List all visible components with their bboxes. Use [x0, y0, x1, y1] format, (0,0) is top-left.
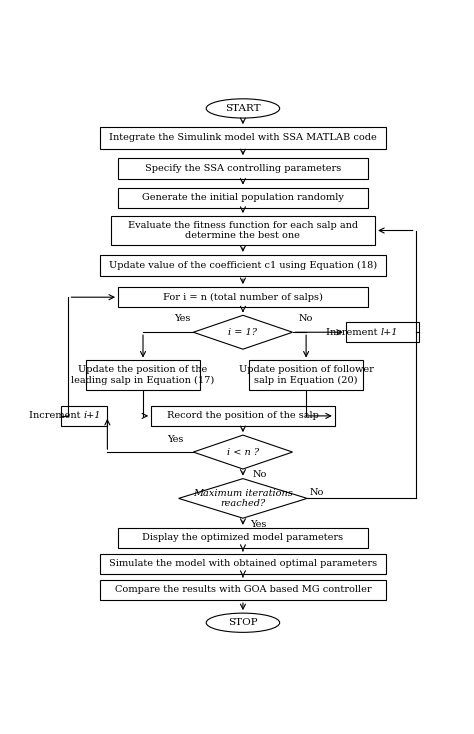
Text: START: START: [225, 104, 261, 113]
Text: No: No: [298, 313, 312, 323]
Text: For i = n (total number of salps): For i = n (total number of salps): [163, 293, 323, 302]
Text: i < n ?: i < n ?: [227, 448, 259, 457]
FancyBboxPatch shape: [118, 188, 368, 208]
FancyBboxPatch shape: [118, 287, 368, 308]
Text: Increment: Increment: [28, 411, 83, 421]
Text: Yes: Yes: [250, 520, 267, 529]
FancyBboxPatch shape: [110, 216, 375, 245]
Text: Integrate the Simulink model with SSA MATLAB code: Integrate the Simulink model with SSA MA…: [109, 134, 377, 142]
Polygon shape: [193, 316, 292, 349]
FancyBboxPatch shape: [151, 406, 335, 426]
Text: Compare the results with GOA based MG controller: Compare the results with GOA based MG co…: [115, 586, 371, 595]
FancyBboxPatch shape: [100, 553, 386, 574]
Text: Yes: Yes: [167, 435, 183, 444]
Text: Specify the SSA controlling parameters: Specify the SSA controlling parameters: [145, 164, 341, 172]
Text: Increment: Increment: [326, 328, 381, 337]
Text: Generate the initial population randomly: Generate the initial population randomly: [142, 193, 344, 203]
FancyBboxPatch shape: [86, 360, 200, 390]
Text: Record the position of the salp: Record the position of the salp: [167, 411, 319, 421]
Text: STOP: STOP: [228, 618, 258, 628]
Ellipse shape: [206, 99, 280, 118]
Text: Display the optimized model parameters: Display the optimized model parameters: [142, 534, 344, 542]
FancyBboxPatch shape: [61, 406, 108, 426]
FancyBboxPatch shape: [118, 158, 368, 178]
FancyBboxPatch shape: [100, 580, 386, 600]
Text: Yes: Yes: [174, 313, 191, 323]
Text: Update the position of the
leading salp in Equation (17): Update the position of the leading salp …: [72, 366, 215, 385]
Text: Update value of the coefficient c1 using Equation (18): Update value of the coefficient c1 using…: [109, 261, 377, 270]
FancyBboxPatch shape: [100, 255, 386, 276]
Text: Simulate the model with obtained optimal parameters: Simulate the model with obtained optimal…: [109, 559, 377, 568]
Text: No: No: [309, 488, 324, 497]
FancyBboxPatch shape: [118, 528, 368, 548]
FancyBboxPatch shape: [346, 322, 419, 343]
Text: i = 1?: i = 1?: [228, 328, 257, 337]
Text: Maximum iterations
reached?: Maximum iterations reached?: [193, 489, 293, 508]
FancyBboxPatch shape: [100, 127, 386, 148]
Text: No: No: [252, 470, 266, 479]
FancyBboxPatch shape: [249, 360, 363, 390]
Text: Update position of follower
salp in Equation (20): Update position of follower salp in Equa…: [239, 366, 374, 385]
Text: l+1: l+1: [381, 328, 398, 337]
Polygon shape: [179, 479, 307, 518]
Text: i+1: i+1: [83, 411, 100, 421]
Text: Evaluate the fitness function for each salp and
determine the best one: Evaluate the fitness function for each s…: [128, 221, 358, 240]
Ellipse shape: [206, 613, 280, 633]
Polygon shape: [193, 435, 292, 469]
